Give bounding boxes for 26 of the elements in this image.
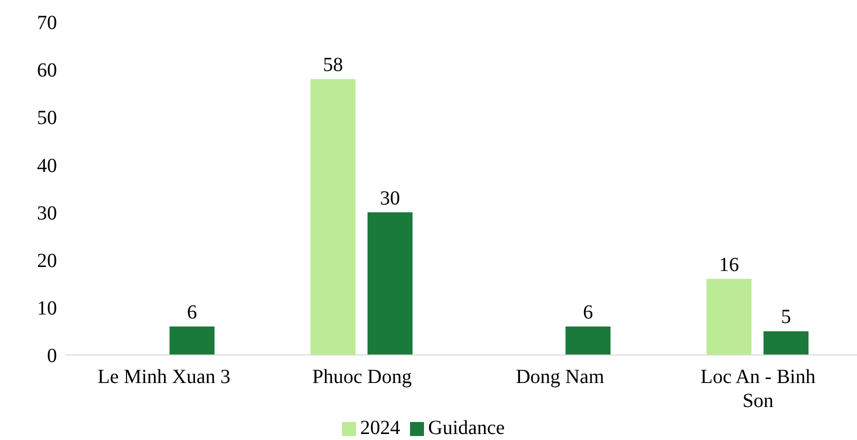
legend-label: Guidance	[428, 417, 505, 439]
y-tick-label: 0	[47, 345, 57, 368]
data-label: 6	[187, 301, 198, 324]
data-label: 6	[583, 301, 594, 324]
x-tick-label: Phuoc Dong	[312, 366, 412, 388]
bar	[566, 326, 611, 355]
x-tick-label: Loc An - Binh Son	[700, 366, 816, 412]
data-label: 16	[719, 254, 740, 276]
bar	[170, 326, 215, 355]
legend-label: 2024	[360, 417, 400, 439]
y-tick-label: 70	[37, 12, 57, 34]
y-tick-label: 10	[37, 298, 57, 320]
bar	[368, 212, 413, 355]
y-tick-label: 50	[37, 107, 57, 130]
data-label: 58	[323, 54, 344, 76]
y-tick-label: 40	[37, 154, 57, 177]
x-tick-label: Le Minh Xuan 3	[98, 366, 230, 388]
data-label: 5	[781, 306, 792, 328]
bar	[310, 79, 356, 355]
y-tick-label: 60	[37, 60, 57, 82]
data-label: 30	[380, 187, 400, 210]
x-tick-label: Dong Nam	[516, 366, 605, 388]
y-tick-label: 20	[37, 250, 57, 272]
bar	[764, 331, 809, 355]
bar	[706, 278, 752, 355]
y-tick-label: 30	[37, 202, 57, 224]
